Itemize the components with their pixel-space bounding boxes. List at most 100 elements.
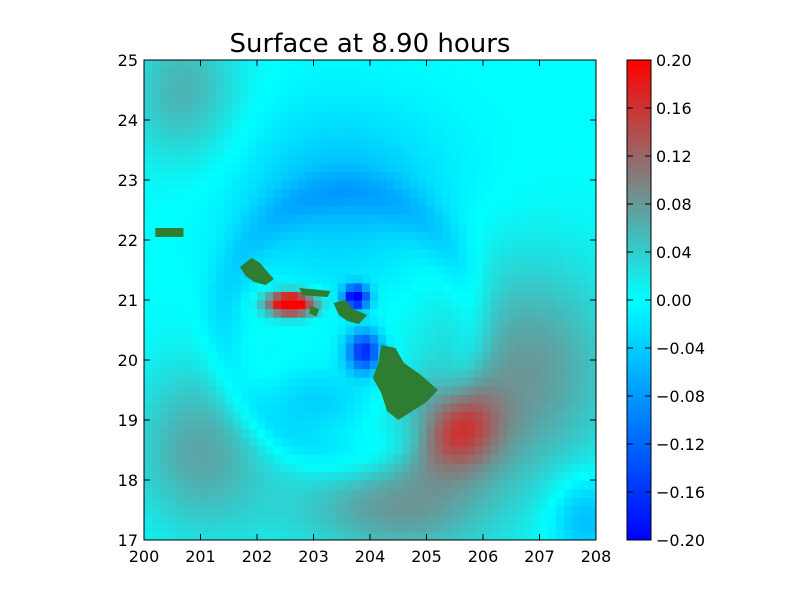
heatmap-cell xyxy=(531,325,541,335)
heatmap-cell xyxy=(563,102,573,113)
heatmap-cell xyxy=(345,77,355,87)
heatmap-cell xyxy=(273,171,282,181)
heatmap-cell xyxy=(402,514,411,524)
heatmap-cell xyxy=(337,385,347,395)
heatmap-cell xyxy=(232,291,242,301)
heatmap-cell xyxy=(353,514,363,524)
heatmap-cell xyxy=(499,94,508,104)
heatmap-cell xyxy=(587,514,596,524)
heatmap-cell xyxy=(507,128,516,138)
heatmap-cell xyxy=(200,248,210,258)
heatmap-cell xyxy=(192,282,202,293)
heatmap-cell xyxy=(216,60,226,70)
heatmap-cell xyxy=(200,77,210,87)
heatmap-cell xyxy=(273,325,282,335)
heatmap-cell xyxy=(555,265,565,275)
heatmap-cell xyxy=(353,300,363,310)
heatmap-cell xyxy=(200,154,210,164)
heatmap-cell xyxy=(539,77,549,87)
heatmap-cell xyxy=(466,488,476,498)
heatmap-cell xyxy=(466,257,476,267)
heatmap-cell xyxy=(321,480,331,490)
heatmap-cell xyxy=(152,445,161,455)
heatmap-cell xyxy=(450,402,460,413)
heatmap-cell xyxy=(265,351,274,361)
heatmap-cell xyxy=(394,471,403,481)
x-tick-label: 200 xyxy=(129,547,160,566)
heatmap-cell xyxy=(289,488,298,498)
heatmap-cell xyxy=(248,334,258,344)
heatmap-cell xyxy=(450,420,460,430)
heatmap-cell xyxy=(216,334,226,344)
heatmap-cell xyxy=(442,205,452,215)
heatmap-cell xyxy=(240,60,250,70)
heatmap-cell xyxy=(571,471,581,481)
heatmap-cell xyxy=(321,411,331,421)
heatmap-cell xyxy=(281,445,290,455)
heatmap-cell xyxy=(539,120,549,130)
heatmap-cell xyxy=(152,162,161,173)
heatmap-cell xyxy=(579,428,589,438)
heatmap-cell xyxy=(216,188,226,198)
heatmap-cell xyxy=(184,488,194,498)
heatmap-cell xyxy=(168,214,177,224)
heatmap-cell xyxy=(410,334,420,344)
heatmap-cell xyxy=(442,480,452,490)
heatmap-cell xyxy=(208,351,218,361)
heatmap-cell xyxy=(321,368,331,378)
heatmap-cell xyxy=(273,77,282,87)
heatmap-cell xyxy=(216,488,226,498)
heatmap-cell xyxy=(248,342,258,353)
heatmap-cell xyxy=(547,402,557,413)
heatmap-cell xyxy=(289,317,298,327)
heatmap-cell xyxy=(192,265,202,275)
heatmap-cell xyxy=(361,505,371,515)
heatmap-cell xyxy=(571,497,581,507)
heatmap-cell xyxy=(515,274,524,284)
heatmap-cell xyxy=(321,68,331,78)
heatmap-cell xyxy=(370,77,379,87)
heatmap-cell xyxy=(305,394,315,404)
colorbar-tick-label: −0.16 xyxy=(656,483,705,502)
heatmap-cell xyxy=(507,360,516,370)
heatmap-cell xyxy=(160,85,169,95)
heatmap-cell xyxy=(410,454,420,464)
heatmap-cell xyxy=(168,334,177,344)
heatmap-cell xyxy=(297,428,307,438)
heatmap-cell xyxy=(402,411,411,421)
heatmap-cell xyxy=(474,248,484,258)
heatmap-cell xyxy=(466,265,476,275)
heatmap-cell xyxy=(240,222,250,233)
heatmap-cell xyxy=(507,394,516,404)
y-tick-label: 18 xyxy=(118,471,138,490)
heatmap-cell xyxy=(248,480,258,490)
heatmap-cell xyxy=(313,145,323,155)
heatmap-cell xyxy=(442,445,452,455)
heatmap-cell xyxy=(587,325,596,335)
heatmap-cell xyxy=(579,308,589,318)
heatmap-cell xyxy=(289,411,298,421)
heatmap-cell xyxy=(539,231,549,241)
heatmap-cell xyxy=(192,462,202,473)
heatmap-cell xyxy=(176,137,185,147)
heatmap-cell xyxy=(232,497,242,507)
heatmap-cell xyxy=(458,214,468,224)
heatmap-cell xyxy=(273,480,282,490)
heatmap-cell xyxy=(523,420,533,430)
heatmap-cell xyxy=(361,368,371,378)
heatmap-cell xyxy=(281,488,290,498)
heatmap-cell xyxy=(555,308,565,318)
heatmap-cell xyxy=(321,420,331,430)
heatmap-cell xyxy=(370,428,379,438)
heatmap-cell xyxy=(491,334,500,344)
heatmap-cell xyxy=(370,462,379,473)
heatmap-cell xyxy=(168,111,177,121)
heatmap-cell xyxy=(378,265,387,275)
heatmap-cell xyxy=(265,120,274,130)
heatmap-cell xyxy=(353,85,363,95)
heatmap-cell xyxy=(491,488,500,498)
heatmap-cell xyxy=(458,222,468,233)
heatmap-cell xyxy=(257,420,266,430)
heatmap-cell xyxy=(555,128,565,138)
heatmap-cell xyxy=(192,480,202,490)
